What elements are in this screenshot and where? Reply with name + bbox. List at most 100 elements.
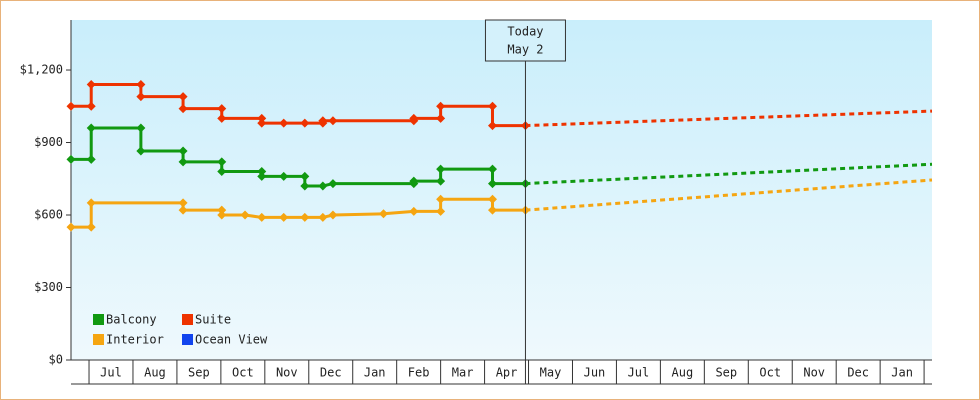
price-point bbox=[436, 101, 446, 111]
price-point bbox=[66, 154, 76, 164]
price-point bbox=[328, 210, 338, 220]
price-point bbox=[436, 194, 446, 204]
price-point bbox=[318, 116, 328, 126]
price-point bbox=[178, 146, 188, 156]
price-point bbox=[318, 212, 328, 222]
price-point bbox=[86, 101, 96, 111]
price-point bbox=[66, 222, 76, 232]
y-tick-label: $1,200 bbox=[20, 63, 63, 77]
price-point bbox=[86, 123, 96, 133]
price-point bbox=[257, 118, 267, 128]
x-tick-label: Jan bbox=[364, 366, 386, 380]
price-point bbox=[178, 92, 188, 102]
price-point bbox=[409, 113, 419, 123]
y-tick-label: $0 bbox=[49, 353, 63, 367]
x-tick-label: Nov bbox=[276, 366, 298, 380]
y-tick-label: $900 bbox=[34, 135, 63, 149]
today-box bbox=[484, 19, 566, 62]
price-point bbox=[217, 210, 227, 220]
price-point bbox=[257, 171, 267, 181]
forecast-line bbox=[525, 162, 933, 186]
price-point bbox=[136, 80, 146, 90]
price-point bbox=[279, 171, 289, 181]
legend-label: Suite bbox=[195, 313, 231, 327]
price-point bbox=[66, 101, 76, 111]
legend-label: Balcony bbox=[106, 313, 157, 327]
forecast-line bbox=[525, 109, 933, 128]
price-point bbox=[409, 176, 419, 186]
price-point bbox=[409, 206, 419, 216]
x-tick-label: Feb bbox=[408, 366, 430, 380]
price-point bbox=[487, 121, 497, 131]
price-point bbox=[257, 212, 267, 222]
x-tick-label: Jul bbox=[100, 366, 122, 380]
x-tick-label: Oct bbox=[759, 366, 781, 380]
price-point bbox=[436, 206, 446, 216]
price-point bbox=[240, 210, 250, 220]
price-point bbox=[328, 179, 338, 189]
x-tick-label: May bbox=[540, 366, 562, 380]
x-tick-label: Jan bbox=[891, 366, 913, 380]
price-point bbox=[487, 101, 497, 111]
x-tick-label: Aug bbox=[144, 366, 166, 380]
legend-label: Ocean View bbox=[195, 333, 268, 347]
x-tick-label: Sep bbox=[715, 366, 737, 380]
x-tick-label: Sep bbox=[188, 366, 210, 380]
legend-swatch bbox=[93, 314, 104, 325]
x-tick-label: Aug bbox=[672, 366, 694, 380]
price-point bbox=[436, 113, 446, 123]
legend-label: Interior bbox=[106, 333, 164, 347]
price-point bbox=[300, 118, 310, 128]
price-point bbox=[318, 181, 328, 191]
price-point bbox=[86, 80, 96, 90]
y-tick-label: $300 bbox=[34, 280, 63, 294]
price-point bbox=[217, 157, 227, 167]
x-tick-label: Apr bbox=[496, 366, 518, 380]
price-point bbox=[86, 198, 96, 208]
price-point bbox=[257, 113, 267, 123]
price-point bbox=[378, 209, 388, 219]
price-point bbox=[487, 179, 497, 189]
price-point bbox=[436, 164, 446, 174]
price-point bbox=[217, 104, 227, 114]
x-tick-label: Jul bbox=[628, 366, 650, 380]
x-tick-label: Jun bbox=[584, 366, 606, 380]
price-point bbox=[487, 205, 497, 215]
forecast-line bbox=[525, 178, 933, 212]
price-point bbox=[178, 198, 188, 208]
price-point bbox=[279, 212, 289, 222]
x-tick-label: Dec bbox=[847, 366, 869, 380]
price-point bbox=[300, 181, 310, 191]
price-point bbox=[217, 167, 227, 177]
price-point bbox=[217, 205, 227, 215]
price-point bbox=[86, 154, 96, 164]
legend-swatch bbox=[93, 334, 104, 345]
today-label: May 2 bbox=[507, 43, 543, 57]
price-point bbox=[217, 113, 227, 123]
price-point bbox=[300, 212, 310, 222]
price-point bbox=[136, 146, 146, 156]
legend-swatch bbox=[182, 314, 193, 325]
price-point bbox=[300, 171, 310, 181]
x-tick-label: Nov bbox=[803, 366, 825, 380]
legend-swatch bbox=[182, 334, 193, 345]
x-tick-label: Mar bbox=[452, 366, 474, 380]
price-point bbox=[136, 123, 146, 133]
y-tick-label: $600 bbox=[34, 208, 63, 222]
price-point bbox=[86, 222, 96, 232]
price-point bbox=[487, 164, 497, 174]
price-point bbox=[487, 194, 497, 204]
today-label: Today bbox=[507, 25, 543, 39]
price-point bbox=[136, 92, 146, 102]
price-point bbox=[257, 167, 267, 177]
x-tick-label: Oct bbox=[232, 366, 254, 380]
price-point bbox=[328, 116, 338, 126]
price-point bbox=[436, 176, 446, 186]
price-point bbox=[279, 118, 289, 128]
price-point bbox=[178, 157, 188, 167]
price-point bbox=[178, 205, 188, 215]
x-tick-label: Dec bbox=[320, 366, 342, 380]
price-point bbox=[178, 104, 188, 114]
plot-area bbox=[71, 20, 932, 360]
